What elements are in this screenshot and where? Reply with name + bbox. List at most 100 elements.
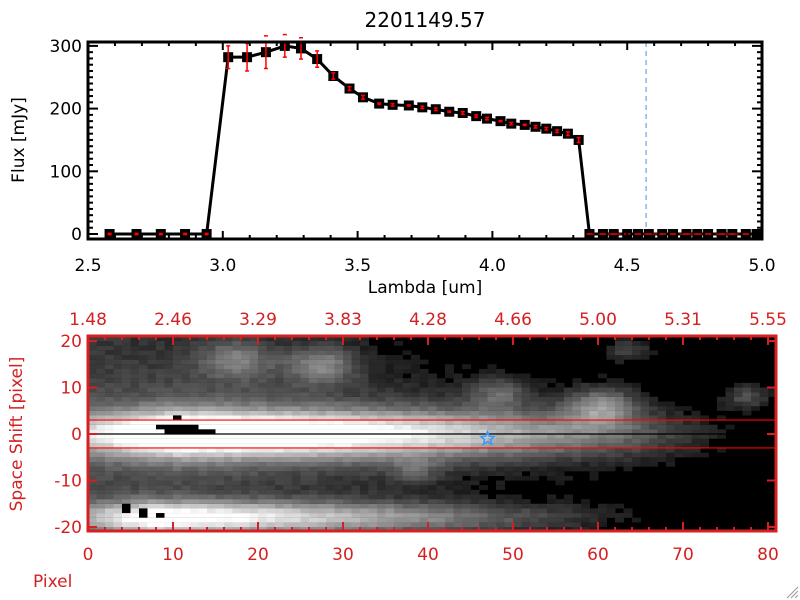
image-pixel (717, 447, 726, 453)
image-pixel (88, 387, 97, 393)
image-pixel (683, 424, 692, 430)
image-pixel (334, 461, 344, 467)
image-pixel (657, 443, 667, 449)
image-pixel (453, 401, 463, 407)
image-pixel (547, 447, 556, 453)
image-pixel (164, 457, 174, 462)
image-pixel (759, 396, 769, 402)
image-pixel (649, 443, 658, 449)
image-pixel (283, 373, 293, 379)
resize-grip-icon[interactable] (786, 586, 799, 599)
image-pixel (385, 378, 395, 383)
image-pixel (275, 517, 284, 523)
image-pixel (300, 434, 310, 439)
image-pixel (487, 443, 497, 449)
image-pixel (232, 406, 242, 411)
image-pixel (530, 424, 539, 430)
image-pixel (368, 475, 378, 481)
image-pixel (292, 434, 301, 439)
image-pixel (258, 336, 267, 342)
image-pixel (164, 485, 174, 490)
image-pixel (598, 401, 607, 407)
image-pixel (309, 517, 318, 523)
image-pixel (445, 443, 454, 449)
image-pixel (487, 364, 497, 369)
image-pixel (394, 508, 403, 514)
image-pixel (300, 471, 310, 476)
image-pixel (232, 434, 242, 439)
x-tick-label: 70 (672, 545, 694, 565)
image-pixel (207, 341, 216, 346)
image-pixel (538, 466, 548, 472)
image-pixel (360, 410, 369, 416)
image-pixel (402, 457, 412, 462)
image-pixel (479, 429, 488, 435)
image-pixel (207, 499, 216, 504)
image-pixel (428, 424, 437, 430)
image-pixel (385, 457, 395, 462)
image-pixel (598, 438, 607, 444)
image-pixel (530, 466, 539, 472)
image-pixel (96, 382, 106, 388)
image-pixel (249, 522, 259, 528)
image-pixel (445, 424, 454, 430)
image-pixel (496, 410, 505, 416)
image-pixel (139, 489, 148, 495)
image-pixel (122, 475, 131, 481)
image-pixel (334, 480, 344, 486)
image-pixel (717, 401, 726, 407)
flux-line (109, 44, 757, 236)
image-pixel (479, 475, 488, 481)
image-pixel (700, 434, 709, 439)
top-x-tick-label: 1.48 (69, 310, 107, 330)
image-pixel (487, 373, 497, 379)
image-pixel (96, 373, 106, 379)
image-pixel (258, 461, 267, 467)
image-pixel (496, 392, 505, 397)
image-pixel (232, 341, 242, 346)
image-pixel (462, 447, 471, 453)
image-pixel (649, 457, 658, 462)
image-pixel (190, 410, 199, 416)
image-pixel (598, 466, 607, 472)
image-pixel (402, 522, 412, 528)
image-pixel (632, 401, 641, 407)
image-pixel (96, 508, 106, 514)
image-pixel (173, 434, 182, 439)
image-pixel (258, 513, 267, 518)
image-pixel (334, 350, 344, 356)
image-pixel (394, 378, 403, 383)
image-pixel (479, 457, 488, 462)
image-pixel (564, 527, 573, 532)
image-pixel (496, 508, 505, 514)
image-pixel (164, 434, 174, 439)
image-pixel (462, 499, 471, 504)
image-pixel (343, 517, 352, 523)
image-pixel (368, 503, 378, 509)
image-pixel (139, 410, 148, 416)
image-pixel (453, 373, 463, 379)
image-pixel (156, 373, 165, 379)
image-pixel (309, 522, 318, 528)
x-tick-label: 10 (162, 545, 184, 565)
image-pixel (96, 461, 106, 467)
image-pixel (156, 471, 165, 476)
image-pixel (657, 452, 667, 458)
image-pixel (470, 387, 480, 393)
image-pixel (300, 354, 310, 360)
image-pixel (428, 429, 437, 435)
image-pixel (428, 447, 437, 453)
image-pixel (88, 443, 97, 449)
image-pixel (130, 420, 140, 425)
image-pixel (249, 359, 259, 365)
image-pixel (283, 503, 293, 509)
image-pixel (300, 396, 310, 402)
image-pixel (343, 396, 352, 402)
image-pixel (249, 434, 259, 439)
image-pixel (249, 447, 259, 453)
image-pixel (113, 341, 123, 346)
image-pixel (623, 434, 633, 439)
image-pixel (258, 350, 267, 356)
image-pixel (113, 378, 123, 383)
image-pixel (96, 457, 106, 462)
